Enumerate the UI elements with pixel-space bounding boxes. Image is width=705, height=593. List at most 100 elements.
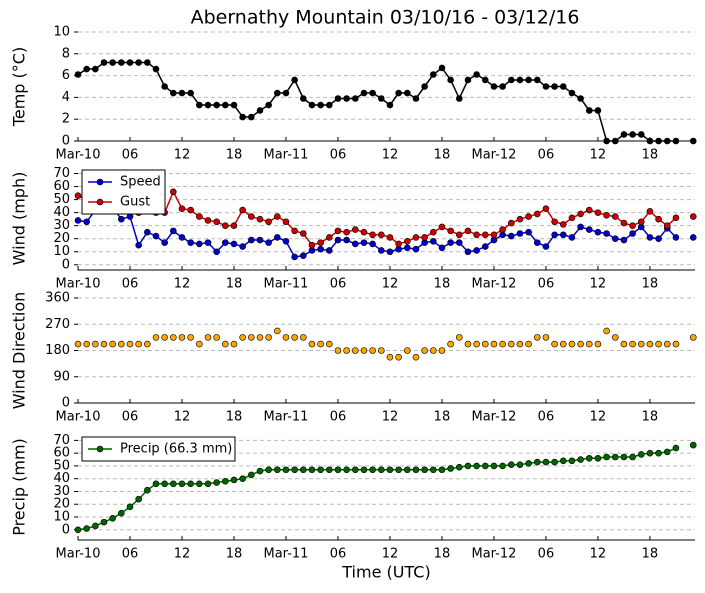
data-point bbox=[663, 448, 671, 456]
data-point bbox=[230, 101, 238, 109]
data-point bbox=[282, 238, 290, 245]
y-tick-label: 60 bbox=[53, 179, 70, 194]
data-point bbox=[239, 243, 246, 250]
data-point bbox=[378, 95, 385, 102]
data-point bbox=[490, 83, 498, 90]
data-point bbox=[689, 137, 697, 145]
data-point bbox=[265, 466, 272, 474]
data-point bbox=[74, 526, 82, 534]
data-point bbox=[395, 466, 402, 474]
x-tick-label: Mar-10 bbox=[56, 148, 101, 163]
data-point bbox=[603, 230, 610, 237]
y-tick-label: 0 bbox=[62, 257, 70, 272]
data-point bbox=[481, 462, 489, 470]
y-tick-label: 10 bbox=[53, 25, 70, 40]
data-point bbox=[343, 236, 350, 244]
x-tick-label: 06 bbox=[122, 277, 139, 292]
data-point bbox=[620, 340, 628, 348]
data-point bbox=[118, 59, 125, 66]
data-point bbox=[429, 238, 437, 245]
data-point bbox=[672, 444, 680, 452]
data-point bbox=[386, 234, 394, 241]
data-point bbox=[525, 460, 532, 467]
data-point bbox=[464, 462, 472, 470]
data-point bbox=[507, 232, 515, 240]
data-point bbox=[663, 340, 671, 348]
data-point bbox=[187, 89, 194, 97]
data-point bbox=[352, 95, 359, 102]
data-point bbox=[343, 228, 350, 236]
data-point bbox=[170, 480, 177, 488]
y-tick-label: 2 bbox=[62, 112, 70, 127]
x-tick-label: 06 bbox=[330, 410, 347, 425]
data-point bbox=[646, 449, 654, 457]
data-point bbox=[646, 340, 654, 348]
y-axis-label: Temp (°C) bbox=[10, 47, 29, 127]
data-point bbox=[516, 230, 524, 237]
data-point bbox=[611, 235, 619, 243]
x-tick-label: Mar-11 bbox=[264, 410, 309, 425]
data-point bbox=[126, 59, 134, 66]
data-point bbox=[525, 340, 532, 348]
data-point bbox=[507, 340, 515, 348]
data-point bbox=[507, 76, 515, 84]
x-tick-label: 18 bbox=[642, 148, 659, 163]
x-tick-label: Mar-11 bbox=[264, 148, 309, 163]
data-point bbox=[525, 76, 532, 84]
data-point bbox=[274, 89, 281, 97]
data-point bbox=[516, 215, 524, 223]
data-point bbox=[204, 217, 212, 224]
data-point bbox=[412, 466, 420, 474]
data-point bbox=[274, 234, 281, 241]
y-tick-label: 10 bbox=[53, 510, 70, 525]
data-point bbox=[637, 131, 645, 138]
data-point bbox=[109, 514, 116, 522]
data-point bbox=[109, 340, 116, 348]
data-point bbox=[421, 466, 428, 474]
x-tick-label: Mar-11 bbox=[264, 277, 309, 292]
y-tick-label: 70 bbox=[53, 166, 70, 181]
data-point bbox=[204, 480, 212, 488]
data-point bbox=[265, 101, 272, 109]
data-point bbox=[455, 463, 463, 471]
data-point bbox=[256, 236, 264, 244]
data-point bbox=[516, 461, 524, 468]
data-point bbox=[429, 71, 437, 78]
y-tick-label: 0 bbox=[62, 134, 70, 149]
data-point bbox=[689, 334, 697, 341]
legend: Precip (66.3 mm) bbox=[81, 436, 236, 462]
data-point bbox=[265, 218, 272, 226]
data-point bbox=[334, 227, 342, 235]
data-point bbox=[265, 239, 272, 246]
data-point bbox=[551, 231, 558, 239]
data-point bbox=[507, 219, 515, 227]
data-point bbox=[559, 221, 567, 228]
x-tick-label: Mar-12 bbox=[471, 277, 516, 292]
data-point bbox=[490, 231, 498, 239]
data-point bbox=[161, 334, 168, 341]
data-point bbox=[689, 213, 697, 220]
y-tick-label: 270 bbox=[45, 317, 70, 332]
data-point bbox=[326, 466, 333, 474]
data-point bbox=[577, 223, 584, 231]
y-tick-label: 30 bbox=[53, 218, 70, 233]
data-point bbox=[499, 83, 506, 90]
data-point bbox=[343, 347, 350, 354]
data-point bbox=[74, 192, 82, 199]
x-tick-label: 18 bbox=[642, 547, 659, 562]
data-point bbox=[230, 340, 238, 348]
x-tick-label: Mar-10 bbox=[56, 410, 101, 425]
legend-marker bbox=[96, 178, 104, 186]
x-tick-label: 12 bbox=[382, 148, 399, 163]
x-tick-label: 18 bbox=[226, 410, 243, 425]
data-point bbox=[629, 453, 636, 461]
data-point bbox=[481, 243, 489, 250]
data-point bbox=[282, 466, 290, 474]
data-point bbox=[455, 334, 463, 341]
data-point bbox=[672, 137, 680, 145]
data-point bbox=[507, 461, 515, 468]
data-point bbox=[239, 475, 246, 482]
data-point bbox=[360, 347, 368, 354]
data-point bbox=[300, 252, 307, 259]
data-point bbox=[637, 218, 645, 226]
